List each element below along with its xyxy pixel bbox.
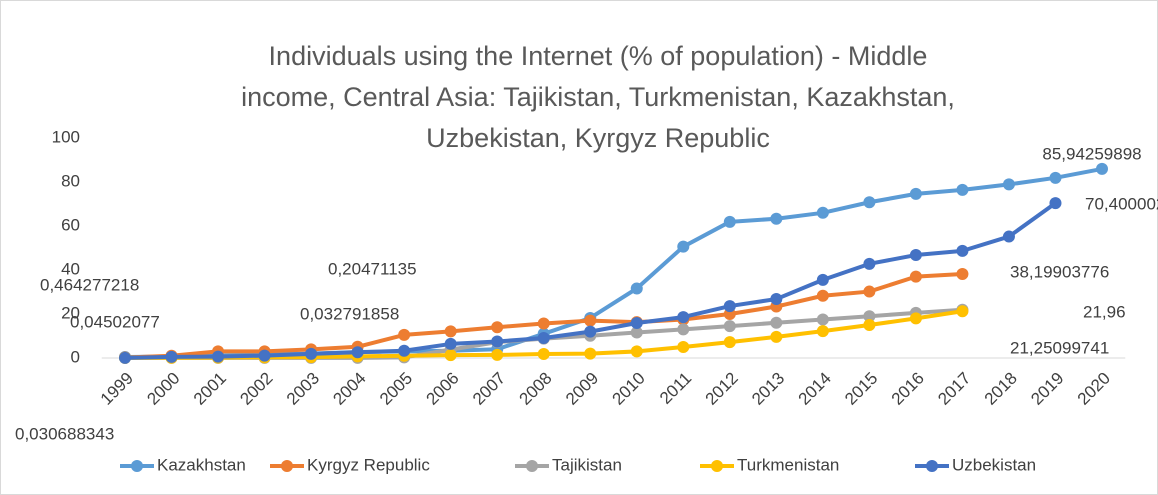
data-point	[1002, 230, 1015, 243]
data-point	[537, 348, 550, 361]
y-tick-label: 80	[61, 171, 80, 190]
data-point	[723, 320, 736, 333]
data-point	[677, 341, 690, 353]
data-point	[863, 319, 876, 331]
chart-title: income, Central Asia: Tajikistan, Turkme…	[241, 82, 955, 112]
data-point	[677, 240, 690, 253]
data-point	[584, 314, 597, 327]
data-point	[1002, 178, 1015, 191]
legend-label: Uzbekistan	[952, 455, 1036, 474]
data-point	[723, 300, 736, 313]
data-point	[956, 305, 969, 318]
data-point	[630, 345, 643, 358]
data-point	[909, 312, 922, 325]
legend-label: Tajikistan	[552, 455, 622, 474]
data-point	[723, 336, 736, 349]
data-point	[491, 348, 504, 361]
data-point	[165, 350, 178, 363]
data-point	[305, 347, 318, 360]
data-point	[258, 349, 271, 362]
data-point	[956, 267, 969, 280]
data-point	[956, 244, 969, 257]
data-point	[863, 285, 876, 298]
data-point	[630, 317, 643, 330]
data-point	[816, 313, 829, 326]
data-point	[119, 351, 131, 364]
y-tick-label: 20	[61, 303, 80, 322]
data-point	[863, 257, 876, 270]
data-point	[444, 349, 457, 362]
legend-marker	[926, 460, 938, 472]
legend-marker	[131, 460, 143, 472]
legend-label: Kyrgyz Republic	[307, 455, 430, 474]
data-point	[630, 326, 643, 339]
data-point	[816, 273, 829, 286]
data-label: 0,464277218	[40, 275, 139, 294]
data-point	[863, 310, 876, 323]
y-tick-label: 60	[61, 215, 80, 234]
data-label: 70,4000024	[1085, 194, 1158, 213]
data-label: 21,25099741	[1010, 338, 1109, 357]
data-point	[909, 270, 922, 283]
data-point	[770, 293, 783, 306]
chart-title: Individuals using the Internet (% of pop…	[269, 41, 928, 71]
data-point	[863, 196, 876, 209]
data-point	[816, 325, 829, 338]
data-label: 0,032791858	[300, 304, 399, 323]
data-point	[1049, 197, 1062, 210]
y-tick-label: 0	[71, 347, 80, 366]
data-label: 0,20471135	[328, 259, 417, 278]
data-point	[770, 212, 783, 225]
data-point	[491, 335, 504, 348]
data-point	[723, 215, 736, 228]
data-point	[816, 206, 829, 219]
data-point	[398, 344, 411, 357]
y-tick-label: 100	[52, 127, 80, 146]
legend-marker	[281, 460, 293, 472]
legend-marker	[711, 460, 723, 472]
data-label: 0,04502077	[70, 312, 160, 331]
data-point	[212, 350, 225, 363]
data-point	[909, 249, 922, 262]
data-point	[398, 328, 411, 341]
y-tick-label: 40	[61, 259, 80, 278]
data-point	[491, 321, 504, 334]
data-label: 0,030688343	[15, 424, 114, 443]
data-point	[444, 337, 457, 350]
data-point	[630, 282, 643, 295]
data-label: 21,96	[1083, 302, 1126, 321]
legend-label: Turkmenistan	[737, 455, 839, 474]
data-point	[584, 347, 597, 360]
data-label: 85,94259898	[1042, 144, 1141, 163]
data-point	[770, 316, 783, 329]
data-point	[770, 330, 783, 343]
chart-title: Uzbekistan, Kyrgyz Republic	[426, 123, 770, 153]
data-point	[537, 331, 550, 344]
data-point	[1049, 171, 1062, 184]
data-point	[956, 183, 969, 196]
data-point	[1096, 162, 1108, 175]
data-label: 38,19903776	[1010, 262, 1109, 281]
data-point	[677, 311, 690, 324]
data-point	[444, 325, 457, 338]
data-point	[584, 325, 597, 338]
legend-label: Kazakhstan	[157, 455, 246, 474]
data-point	[351, 346, 364, 359]
data-point	[677, 323, 690, 336]
legend-marker	[526, 460, 538, 472]
data-point	[537, 317, 550, 330]
data-point	[816, 289, 829, 302]
data-point	[909, 187, 922, 200]
